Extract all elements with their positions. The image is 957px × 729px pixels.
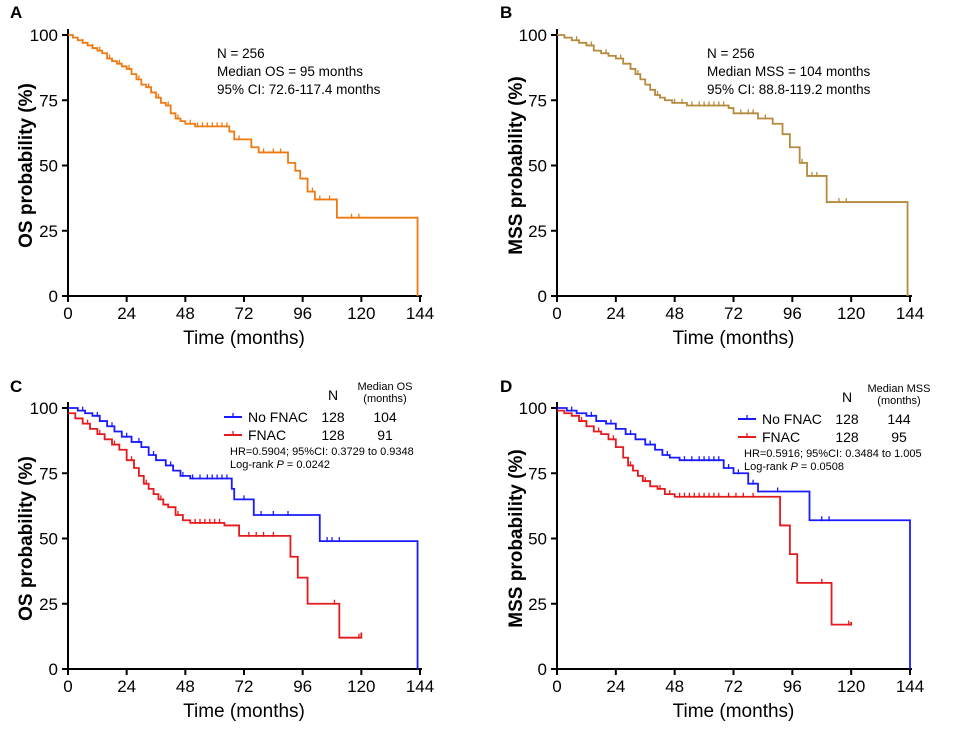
x-axis-title: Time (months): [673, 328, 795, 349]
summary-annotation: N = 256: [707, 46, 755, 61]
km-curve-fnac: [68, 412, 363, 639]
x-tick-label: 48: [665, 304, 684, 323]
y-axis-title: OS probability (%): [16, 456, 37, 621]
x-tick-label: 144: [406, 304, 434, 323]
legend-n: 128: [835, 429, 859, 445]
x-tick-label: 96: [783, 677, 802, 696]
stats-annotation: HR=0.5904; 95%CI: 0.3729 to 0.9348: [230, 446, 414, 458]
legend-median: 95: [891, 429, 907, 445]
y-tick-label: 50: [39, 157, 58, 176]
legend-header-median-unit: (months): [363, 393, 406, 405]
x-tick-label: 24: [606, 677, 625, 696]
x-tick-label: 96: [783, 304, 802, 323]
legend-header-n: N: [328, 387, 338, 403]
legend-label: No FNAC: [248, 409, 308, 425]
x-tick-label: 24: [117, 304, 136, 323]
x-tick-label: 72: [235, 304, 254, 323]
y-tick-label: 75: [528, 464, 547, 483]
x-tick-label: 144: [896, 677, 924, 696]
x-tick-label: 0: [552, 677, 561, 696]
x-axis-title: Time (months): [183, 701, 305, 722]
x-tick-label: 120: [837, 677, 865, 696]
summary-annotation: N = 256: [217, 46, 265, 61]
y-tick-label: 25: [39, 595, 58, 614]
x-tick-label: 144: [406, 677, 434, 696]
x-tick-label: 72: [724, 677, 743, 696]
y-tick-label: 0: [49, 660, 58, 679]
legend-header-median-unit: (months): [877, 395, 920, 407]
x-tick-label: 48: [176, 677, 195, 696]
summary-annotation: Median MSS = 104 months: [707, 64, 870, 79]
panel-letter: D: [500, 377, 512, 396]
panel-d: D 0 25 50 75 100 0 24 48 72 96 120 144 Time (months) M…: [500, 377, 930, 722]
y-tick-label: 0: [538, 660, 547, 679]
stats-annotation: HR=0.5916; 95%CI: 0.3484 to 1.005: [744, 448, 922, 460]
legend-median: 144: [887, 411, 911, 427]
x-tick-label: 0: [552, 304, 561, 323]
y-axis-title: OS probability (%): [16, 83, 37, 248]
y-tick-label: 75: [39, 91, 58, 110]
x-tick-label: 120: [837, 304, 865, 323]
x-axis-title: Time (months): [183, 328, 305, 349]
km-curve-all-patients: [68, 34, 419, 296]
y-tick-label: 50: [39, 530, 58, 549]
y-tick-label: 100: [30, 399, 58, 418]
x-tick-label: 24: [117, 677, 136, 696]
legend-label: No FNAC: [762, 411, 822, 427]
y-tick-label: 25: [528, 595, 547, 614]
legend-header-n: N: [842, 389, 852, 405]
x-tick-label: 120: [347, 304, 375, 323]
summary-annotation: 95% CI: 88.8-119.2 months: [707, 82, 871, 97]
legend-median: 91: [377, 427, 393, 443]
y-tick-label: 100: [519, 26, 547, 45]
x-tick-label: 120: [347, 677, 375, 696]
x-tick-label: 48: [665, 677, 684, 696]
y-axis-title: MSS probability (%): [506, 76, 527, 254]
x-tick-label: 72: [235, 677, 254, 696]
km-curve-fnac: [557, 409, 853, 626]
x-tick-label: 24: [606, 304, 625, 323]
y-tick-label: 75: [39, 464, 58, 483]
legend-n: 128: [835, 411, 859, 427]
y-tick-label: 0: [538, 287, 547, 306]
stats-annotation: Log-rank P = 0.0508: [744, 461, 844, 473]
legend-median: 104: [373, 409, 397, 425]
legend-header-median: Median OS: [357, 381, 412, 393]
km-curve-all-patients: [557, 34, 909, 296]
panel-letter: A: [10, 3, 22, 22]
legend-label: FNAC: [248, 427, 286, 443]
x-tick-label: 48: [176, 304, 195, 323]
y-tick-label: 50: [528, 530, 547, 549]
x-tick-label: 0: [63, 304, 72, 323]
y-tick-label: 0: [49, 287, 58, 306]
panel-a: A 0 25 50 75 100 0 24 48 72 96 120 144 Time (months) O…: [10, 3, 434, 349]
y-tick-label: 25: [528, 222, 547, 241]
x-tick-label: 72: [724, 304, 743, 323]
x-tick-label: 144: [896, 304, 924, 323]
y-axis-title: MSS probability (%): [506, 449, 527, 627]
x-tick-label: 96: [293, 677, 312, 696]
panel-c: C 0 25 50 75 100 0 24 48 72 96 120 144 Time (months) O…: [10, 377, 434, 722]
y-tick-label: 50: [528, 157, 547, 176]
legend-header-median: Median MSS: [868, 383, 931, 395]
stats-annotation: Log-rank P = 0.0242: [230, 459, 330, 471]
y-tick-label: 75: [528, 91, 547, 110]
y-tick-label: 100: [519, 399, 547, 418]
y-tick-label: 25: [39, 222, 58, 241]
x-axis-title: Time (months): [673, 701, 795, 722]
panel-letter: C: [10, 377, 22, 396]
legend-n: 128: [321, 409, 345, 425]
summary-annotation: Median OS = 95 months: [217, 64, 363, 79]
panel-b: B 0 25 50 75 100 0 24 48 72 96 120 144 Time (months) M…: [500, 3, 924, 349]
summary-annotation: 95% CI: 72.6-117.4 months: [217, 82, 381, 97]
x-tick-label: 0: [63, 677, 72, 696]
panel-letter: B: [500, 3, 512, 22]
legend-label: FNAC: [762, 429, 800, 445]
x-tick-label: 96: [293, 304, 312, 323]
km-curve-no-fnac: [557, 407, 911, 669]
legend-n: 128: [321, 427, 345, 443]
y-tick-label: 100: [30, 26, 58, 45]
